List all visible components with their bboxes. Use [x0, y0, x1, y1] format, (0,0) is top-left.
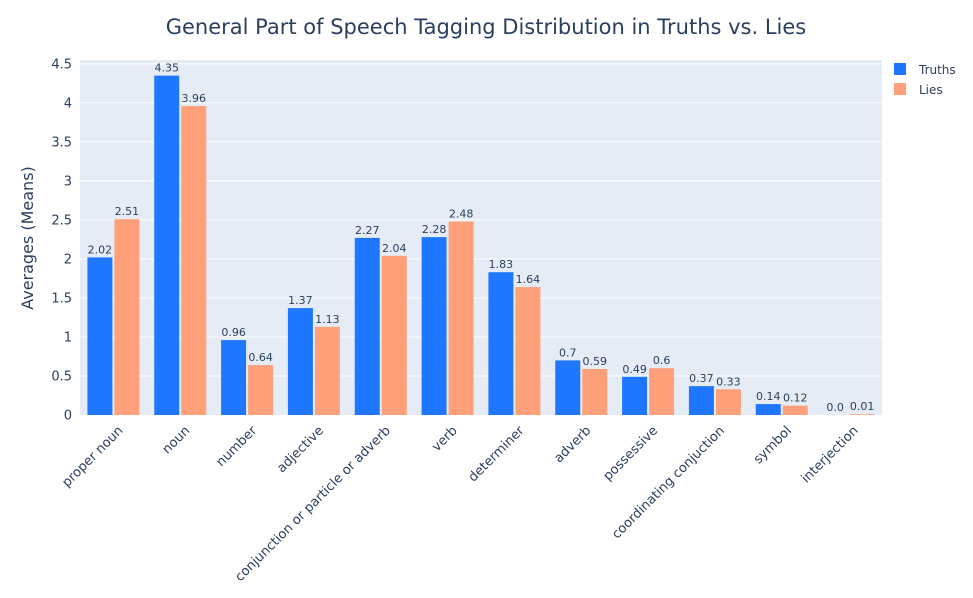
bar-lies[interactable] — [515, 287, 541, 415]
bar-truths[interactable] — [555, 360, 581, 415]
bar-lies[interactable] — [582, 368, 608, 415]
legend-label-truths[interactable]: Truths — [918, 63, 956, 77]
bar-lies[interactable] — [782, 405, 808, 415]
bar-value-label: 2.04 — [382, 242, 407, 255]
bar-truths[interactable] — [488, 272, 514, 415]
bar-truths[interactable] — [421, 237, 447, 415]
bar-value-label: 0.7 — [559, 346, 577, 359]
y-tick-label: 3 — [64, 174, 72, 189]
bar-lies[interactable] — [248, 365, 274, 415]
y-tick-label: 2 — [64, 252, 72, 267]
bar-value-label: 2.48 — [449, 208, 474, 221]
bar-truths[interactable] — [221, 340, 247, 415]
bar-value-label: 0.12 — [783, 392, 808, 405]
bar-value-label: 2.51 — [115, 205, 140, 218]
bar-truths[interactable] — [755, 404, 781, 415]
y-axis-title: Averages (Means) — [18, 166, 37, 310]
bar-value-label: 4.35 — [155, 62, 180, 75]
y-tick-label: 0 — [64, 409, 72, 424]
bar-value-label: 0.33 — [716, 375, 741, 388]
legend: Truths Lies — [894, 63, 956, 97]
bar-value-label: 2.28 — [422, 223, 447, 236]
legend-swatch-truths[interactable] — [894, 63, 906, 75]
x-tick-label: adjective — [274, 423, 327, 476]
x-tick-label: determiner — [466, 423, 528, 485]
bar-value-label: 2.27 — [355, 224, 380, 237]
bar-lies[interactable] — [715, 389, 741, 415]
x-tick-label: number — [214, 423, 261, 470]
bar-value-label: 2.02 — [88, 243, 113, 256]
y-tick-label: 4.5 — [51, 57, 72, 72]
x-axis-ticks: proper noun noun number adjectiveconjunctio… — [60, 423, 862, 585]
x-tick-label: proper noun — [60, 423, 127, 490]
bar-value-label: 0.0 — [826, 401, 844, 414]
gridlines — [80, 63, 882, 377]
bar-lies[interactable] — [849, 414, 875, 415]
y-tick-label: 2.5 — [51, 213, 72, 228]
bar-truths[interactable] — [354, 237, 380, 415]
bar-lies[interactable] — [649, 368, 675, 415]
y-axis-ticks: 0 0.5 1 1.5 2 2.5 3 3.5 4 4.5 — [51, 57, 72, 423]
bar-value-label: 1.83 — [489, 258, 514, 271]
y-tick-label: 1.5 — [51, 291, 72, 306]
y-tick-label: 1 — [64, 330, 72, 345]
x-tick-label: interjection — [799, 423, 862, 486]
plot-background — [80, 60, 882, 415]
bar-labels: 2.02 2.51 4.35 3.96 0.960.64 1.371.13 2.272.04… — [88, 62, 875, 414]
y-tick-label: 0.5 — [51, 369, 72, 384]
bar-lies[interactable] — [448, 221, 474, 415]
legend-swatch-lies[interactable] — [894, 83, 906, 95]
bar-truths[interactable] — [688, 386, 714, 415]
bar-truths[interactable] — [622, 376, 648, 415]
bar-lies[interactable] — [114, 219, 140, 415]
bar-lies[interactable] — [314, 326, 340, 415]
bar-truths[interactable] — [154, 75, 180, 415]
bar-lies[interactable] — [381, 255, 407, 415]
bar-value-label: 0.59 — [583, 355, 608, 368]
y-tick-label: 4 — [64, 96, 72, 111]
x-tick-label: possessive — [601, 423, 662, 484]
bar-value-label: 0.01 — [850, 400, 875, 413]
x-tick-label: noun — [160, 423, 194, 457]
bar-value-label: 3.96 — [182, 92, 207, 105]
chart-title: General Part of Speech Tagging Distribut… — [166, 15, 807, 39]
bar-truths[interactable] — [287, 308, 313, 415]
bar-value-label: 0.96 — [221, 326, 246, 339]
bar-lies[interactable] — [181, 106, 207, 416]
x-tick-label: coordinating conjuction — [609, 423, 728, 542]
bar-value-label: 1.13 — [315, 313, 340, 326]
bar-value-label: 0.64 — [248, 351, 273, 364]
bar-value-label: 1.37 — [288, 294, 313, 307]
bar-value-label: 1.64 — [516, 273, 541, 286]
bar-truths[interactable] — [87, 257, 113, 415]
bar-value-label: 0.49 — [622, 363, 647, 376]
bar-value-label: 0.14 — [756, 390, 781, 403]
x-tick-label: adverb — [552, 423, 595, 466]
y-tick-label: 3.5 — [51, 135, 72, 150]
legend-label-lies[interactable]: Lies — [919, 83, 943, 97]
x-tick-label: verb — [429, 423, 460, 454]
bars — [87, 75, 875, 416]
x-tick-label: symbol — [751, 423, 795, 467]
bar-value-label: 0.37 — [689, 372, 714, 385]
bar-value-label: 0.6 — [653, 354, 671, 367]
